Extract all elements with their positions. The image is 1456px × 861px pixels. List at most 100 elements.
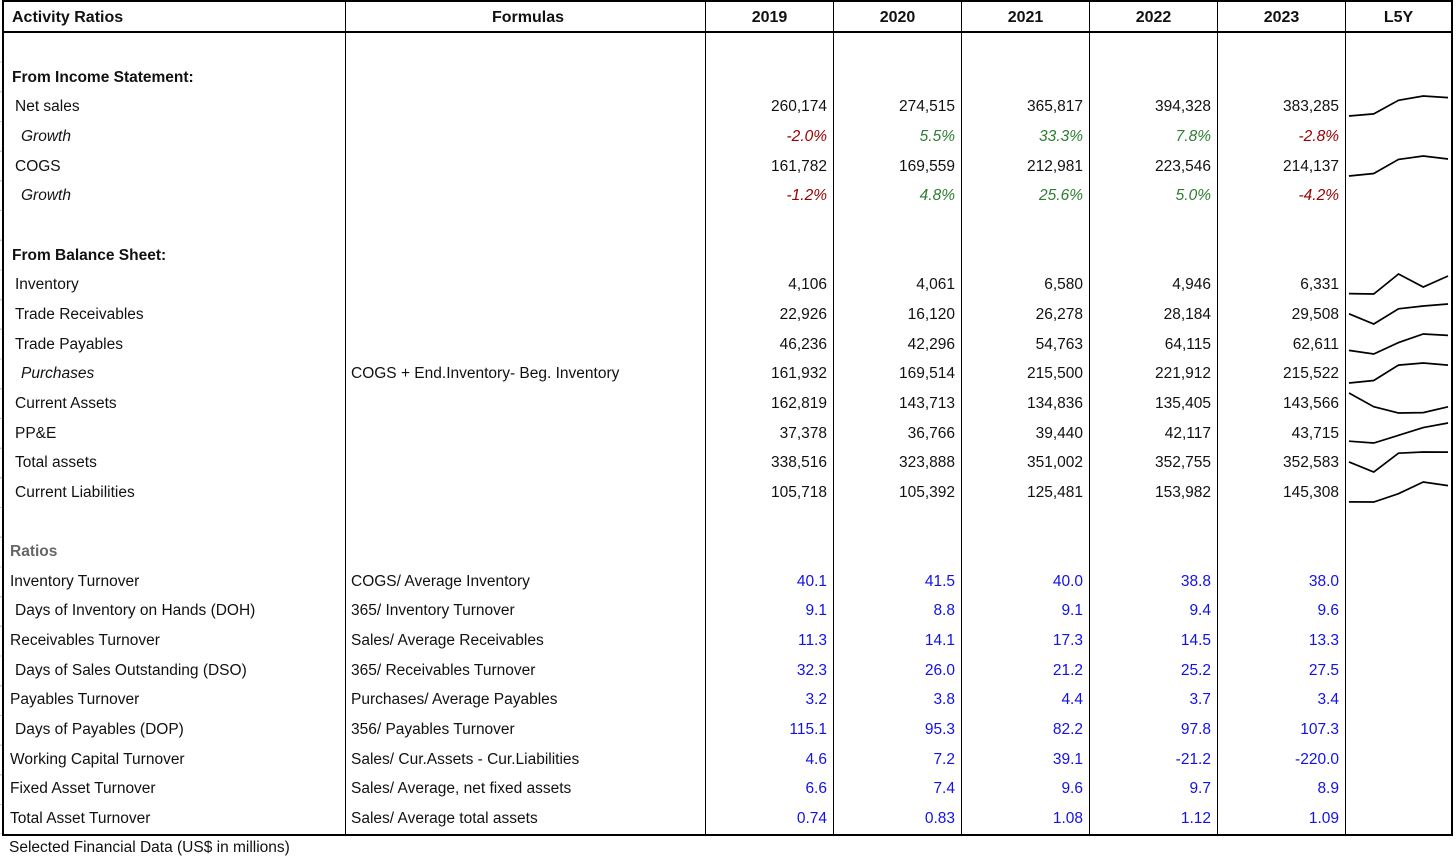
value-cell[interactable]	[1089, 537, 1217, 567]
formula-cell[interactable]	[345, 448, 705, 478]
value-cell[interactable]	[705, 507, 833, 538]
value-cell[interactable]: 36,766	[833, 418, 961, 449]
column-header-2020[interactable]: 2020	[833, 2, 961, 31]
value-cell[interactable]: 143,566	[1217, 388, 1345, 419]
sparkline-cell[interactable]	[1345, 181, 1451, 211]
value-cell[interactable]	[961, 240, 1089, 271]
value-cell[interactable]	[1089, 62, 1217, 93]
value-cell[interactable]: 32.3	[705, 655, 833, 686]
value-cell[interactable]: 221,912	[1089, 359, 1217, 389]
value-cell[interactable]	[833, 62, 961, 93]
formula-cell[interactable]: COGS/ Average Inventory	[345, 566, 705, 597]
value-cell[interactable]: 17.3	[961, 626, 1089, 656]
value-cell[interactable]	[961, 62, 1089, 93]
value-cell[interactable]: 33.3%	[961, 121, 1089, 152]
sparkline-cell[interactable]	[1345, 359, 1451, 389]
value-cell[interactable]: 3.4	[1217, 685, 1345, 716]
formula-cell[interactable]	[345, 299, 705, 330]
row-label-cell[interactable]: From Income Statement:	[4, 63, 345, 93]
value-cell[interactable]: 169,514	[833, 359, 961, 389]
row-label-cell[interactable]: Current Assets	[4, 389, 345, 419]
sparkline-cell[interactable]	[1345, 33, 1451, 63]
column-header-2021[interactable]: 2021	[961, 2, 1089, 31]
formula-cell[interactable]	[345, 240, 705, 271]
formula-cell[interactable]: Purchases/ Average Payables	[345, 685, 705, 716]
value-cell[interactable]: 125,481	[961, 477, 1089, 508]
value-cell[interactable]: 7.2	[833, 744, 961, 775]
value-cell[interactable]: 9.6	[961, 774, 1089, 805]
formula-cell[interactable]	[345, 418, 705, 449]
value-cell[interactable]: 64,115	[1089, 329, 1217, 360]
row-label-cell[interactable]: Working Capital Turnover	[4, 745, 345, 775]
row-label-cell[interactable]: Growth	[4, 181, 345, 211]
value-cell[interactable]: 27.5	[1217, 655, 1345, 686]
value-cell[interactable]: 383,285	[1217, 92, 1345, 122]
value-cell[interactable]: 338,516	[705, 448, 833, 478]
value-cell[interactable]: 0.83	[833, 804, 961, 834]
value-cell[interactable]: -2.0%	[705, 121, 833, 152]
formula-cell[interactable]	[345, 62, 705, 93]
value-cell[interactable]: 14.5	[1089, 626, 1217, 656]
value-cell[interactable]: 8.8	[833, 596, 961, 627]
sparkline-cell[interactable]	[1345, 626, 1451, 656]
sparkline-cell[interactable]	[1345, 655, 1451, 686]
value-cell[interactable]: -220.0	[1217, 744, 1345, 775]
value-cell[interactable]: 4,106	[705, 270, 833, 300]
value-cell[interactable]: 3.2	[705, 685, 833, 716]
value-cell[interactable]: 38.8	[1089, 566, 1217, 597]
value-cell[interactable]: 394,328	[1089, 92, 1217, 122]
sparkline-cell[interactable]	[1345, 121, 1451, 152]
value-cell[interactable]: -4.2%	[1217, 181, 1345, 211]
value-cell[interactable]: 62,611	[1217, 329, 1345, 360]
value-cell[interactable]: 323,888	[833, 448, 961, 478]
value-cell[interactable]: -2.8%	[1217, 121, 1345, 152]
value-cell[interactable]: 6.6	[705, 774, 833, 805]
value-cell[interactable]: 162,819	[705, 388, 833, 419]
value-cell[interactable]: 42,117	[1089, 418, 1217, 449]
formula-cell[interactable]	[345, 537, 705, 567]
value-cell[interactable]: 46,236	[705, 329, 833, 360]
formula-cell[interactable]	[345, 329, 705, 360]
row-label-cell[interactable]: Purchases	[4, 359, 345, 389]
value-cell[interactable]: 0.74	[705, 804, 833, 834]
formula-cell[interactable]: COGS + End.Inventory- Beg. Inventory	[345, 359, 705, 389]
value-cell[interactable]	[833, 33, 961, 63]
value-cell[interactable]: 42,296	[833, 329, 961, 360]
value-cell[interactable]: 37,378	[705, 418, 833, 449]
value-cell[interactable]: 215,522	[1217, 359, 1345, 389]
value-cell[interactable]	[833, 537, 961, 567]
value-cell[interactable]	[961, 33, 1089, 63]
sparkline-cell[interactable]	[1345, 329, 1451, 360]
value-cell[interactable]: 38.0	[1217, 566, 1345, 597]
row-label-cell[interactable]: Net sales	[4, 92, 345, 122]
column-header-formulas[interactable]: Formulas	[345, 2, 705, 31]
row-label-cell[interactable]: Trade Receivables	[4, 300, 345, 330]
value-cell[interactable]: 223,546	[1089, 151, 1217, 182]
value-cell[interactable]: 115.1	[705, 715, 833, 745]
row-label-cell[interactable]: Total assets	[4, 448, 345, 478]
formula-cell[interactable]	[345, 270, 705, 300]
value-cell[interactable]: 161,932	[705, 359, 833, 389]
column-header-2023[interactable]: 2023	[1217, 2, 1345, 31]
column-header-l5y[interactable]: L5Y	[1345, 2, 1451, 31]
value-cell[interactable]: 1.09	[1217, 804, 1345, 834]
value-cell[interactable]: 4,061	[833, 270, 961, 300]
sparkline-cell[interactable]	[1345, 151, 1451, 182]
value-cell[interactable]: 3.7	[1089, 685, 1217, 716]
value-cell[interactable]: 95.3	[833, 715, 961, 745]
value-cell[interactable]: 9.4	[1089, 596, 1217, 627]
row-label-cell[interactable]: Trade Payables	[4, 330, 345, 360]
value-cell[interactable]	[1089, 240, 1217, 271]
value-cell[interactable]: 4.6	[705, 744, 833, 775]
formula-cell[interactable]	[345, 388, 705, 419]
value-cell[interactable]: 161,782	[705, 151, 833, 182]
value-cell[interactable]: 5.0%	[1089, 181, 1217, 211]
row-label-cell[interactable]: Fixed Asset Turnover	[4, 774, 345, 804]
value-cell[interactable]	[1089, 33, 1217, 63]
sparkline-cell[interactable]	[1345, 744, 1451, 775]
value-cell[interactable]	[705, 210, 833, 241]
formula-cell[interactable]: Sales/ Average Receivables	[345, 626, 705, 656]
row-label-cell[interactable]: Inventory	[4, 270, 345, 300]
value-cell[interactable]	[1217, 507, 1345, 538]
value-cell[interactable]: 214,137	[1217, 151, 1345, 182]
